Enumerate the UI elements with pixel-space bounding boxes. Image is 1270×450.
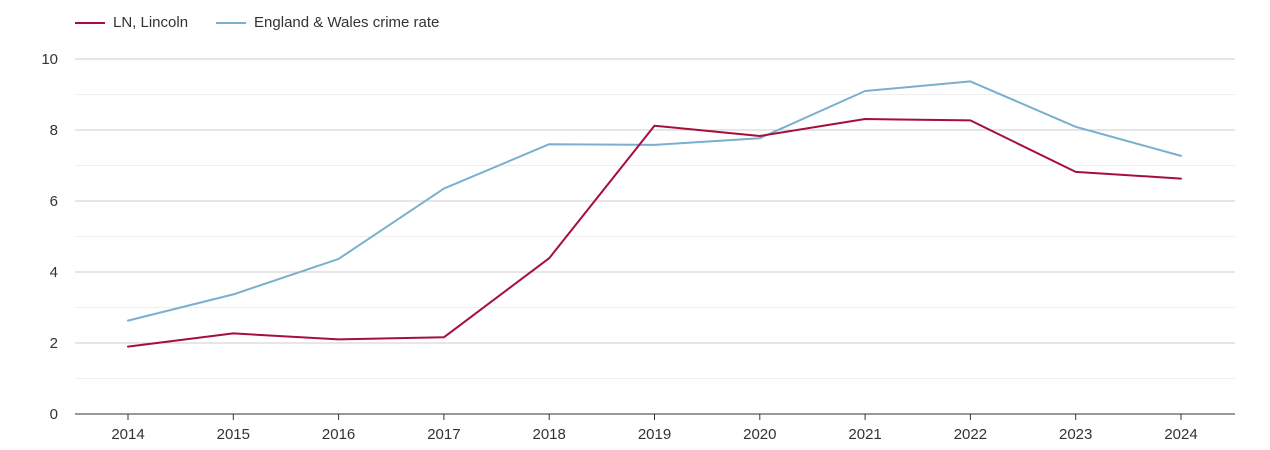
y-tick-label: 8 [50, 122, 58, 139]
x-tick-label: 2022 [954, 426, 987, 443]
x-tick-label: 2020 [743, 426, 776, 443]
grid-lines [75, 58, 1235, 379]
y-tick-label: 0 [50, 406, 58, 423]
y-tick-label: 10 [41, 51, 58, 68]
x-tick-label: 2017 [427, 426, 460, 443]
x-tick-label: 2015 [217, 426, 250, 443]
series-lines [127, 80, 1182, 348]
x-tick-label: 2023 [1059, 426, 1092, 443]
legend: LN, Lincoln England & Wales crime rate [75, 14, 439, 31]
legend-label-lincoln: LN, Lincoln [113, 14, 189, 31]
series-line-england-wales[interactable] [127, 80, 1182, 322]
x-tick-label: 2016 [322, 426, 355, 443]
axes: 0 2 4 6 8 10 2014 2015 2016 2017 2018 2019 2020 2021 2… [41, 51, 1235, 443]
y-tick-label: 2 [50, 335, 58, 352]
x-tick-label: 2018 [533, 426, 566, 443]
x-tick-label: 2024 [1164, 426, 1197, 443]
legend-swatch-england-wales [216, 21, 247, 24]
legend-label-england-wales: England & Wales crime rate [254, 14, 440, 31]
series-line-lincoln[interactable] [127, 118, 1182, 348]
legend-item-england-wales[interactable]: England & Wales crime rate [216, 14, 439, 31]
y-tick-label: 4 [50, 264, 58, 281]
x-tick-label: 2019 [638, 426, 671, 443]
legend-item-lincoln[interactable]: LN, Lincoln [75, 14, 188, 31]
x-tick-label: 2021 [848, 426, 881, 443]
y-tick-label: 6 [50, 193, 58, 210]
x-tick-label: 2014 [111, 426, 144, 443]
legend-swatch-lincoln [75, 21, 105, 24]
